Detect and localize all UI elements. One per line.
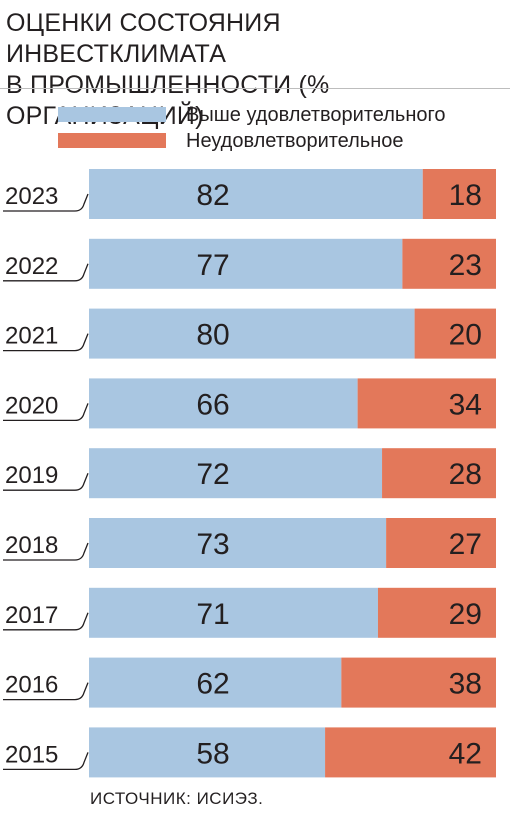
bar-unsat — [341, 657, 496, 708]
value-label-above: 58 — [196, 737, 229, 770]
year-label: 2016 — [5, 672, 58, 699]
year-label: 2021 — [5, 323, 58, 350]
legend-label-unsat: Неудовлетворительное — [186, 130, 404, 152]
bar-above — [89, 657, 342, 708]
value-label-unsat: 28 — [449, 458, 482, 491]
value-label-unsat: 34 — [449, 388, 482, 421]
year-label: 2020 — [5, 392, 58, 419]
bar-unsat — [414, 308, 496, 359]
bar-unsat — [422, 169, 496, 219]
bar-unsat — [325, 727, 496, 778]
value-label-unsat: 38 — [449, 668, 482, 701]
year-label: 2015 — [5, 741, 58, 768]
bar-above — [89, 518, 387, 568]
bar-above — [89, 238, 403, 289]
value-label-unsat: 42 — [449, 737, 482, 770]
bar-above — [89, 378, 358, 429]
legend-swatch-unsat — [58, 133, 166, 148]
value-label-above: 62 — [196, 668, 229, 701]
title-divider — [0, 88, 510, 89]
value-label-above: 72 — [196, 458, 229, 491]
year-bracket — [3, 263, 89, 282]
year-bracket — [3, 752, 89, 771]
value-label-unsat: 27 — [449, 528, 482, 561]
year-label: 2022 — [5, 253, 58, 280]
value-label-unsat: 20 — [449, 319, 482, 352]
value-label-above: 77 — [196, 249, 229, 282]
bar-unsat — [377, 587, 496, 638]
bar-above — [89, 727, 326, 778]
chart-title-line-2: В ПРОМЫШЛЕННОСТИ (% ОРГАНИЗАЦИЙ) — [6, 71, 330, 130]
year-label: 2017 — [5, 602, 58, 629]
chart-title: ОЦЕНКИ СОСТОЯНИЯ ИНВЕСТКЛИМАТА В ПРОМЫШЛ… — [6, 8, 506, 132]
year-label: 2019 — [5, 462, 58, 489]
source-note: ИСТОЧНИК: ИСИЭЗ. — [90, 789, 264, 808]
year-bracket — [3, 612, 89, 631]
value-label-above: 66 — [196, 388, 229, 421]
year-label: 2023 — [5, 183, 58, 210]
value-label-above: 73 — [196, 528, 229, 561]
value-label-unsat: 18 — [449, 179, 482, 212]
bar-above — [89, 308, 415, 359]
bar-above — [89, 587, 378, 638]
value-label-above: 82 — [196, 179, 229, 212]
bar-unsat — [402, 238, 496, 289]
bar-above — [89, 169, 423, 219]
year-bracket — [3, 333, 89, 352]
value-label-above: 71 — [196, 598, 229, 631]
value-label-above: 80 — [196, 319, 229, 352]
bar-above — [89, 448, 383, 499]
legend-label-above: Выше удовлетворительного — [186, 104, 446, 126]
year-bracket — [3, 682, 89, 701]
value-label-unsat: 29 — [449, 598, 482, 631]
year-bracket — [3, 193, 89, 212]
year-label: 2018 — [5, 532, 58, 559]
value-label-unsat: 23 — [449, 249, 482, 282]
bar-unsat — [382, 448, 496, 499]
year-bracket — [3, 403, 89, 422]
chart-title-line-1: ОЦЕНКИ СОСТОЯНИЯ ИНВЕСТКЛИМАТА — [6, 9, 281, 68]
year-bracket — [3, 542, 89, 561]
bar-unsat — [357, 378, 496, 429]
legend-swatch-above — [58, 107, 166, 122]
bar-unsat — [386, 518, 496, 568]
year-bracket — [3, 472, 89, 491]
